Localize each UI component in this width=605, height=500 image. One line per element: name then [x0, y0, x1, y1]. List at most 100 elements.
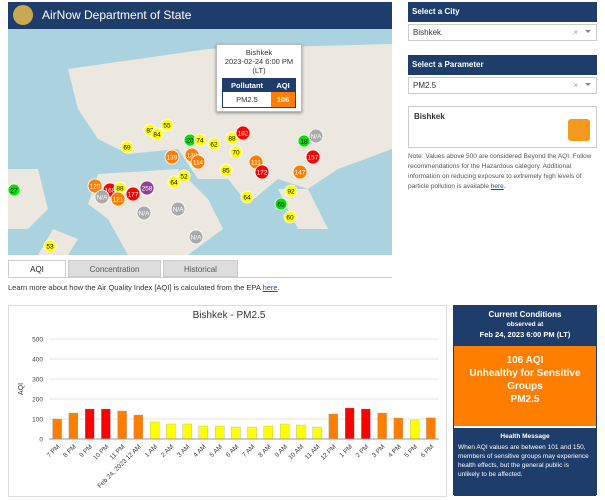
chart: Bishkek - PM2.5 AQI 0 100 200 300 400 500 7 PM…	[8, 305, 447, 497]
marker-label: 74	[196, 138, 204, 145]
map-marker	[120, 140, 134, 154]
param-select[interactable]: PM2.5 ×	[408, 77, 597, 94]
tab[interactable]: Concentration	[68, 260, 161, 277]
marker-label: 157	[308, 155, 319, 162]
map-marker	[8, 183, 21, 197]
param-header: Select a Parameter	[408, 55, 597, 75]
arrow	[585, 83, 591, 89]
bar	[68, 412, 79, 440]
bar	[344, 407, 355, 440]
current-title: Current Conditions	[488, 310, 562, 319]
map-popup: Bishkek 2023-02-24 6:00 PM (LT) Pollutan…	[216, 44, 302, 112]
note-text: Note: Values above 500 are considered Be…	[408, 153, 592, 190]
x-tick-label: 2 AM	[160, 443, 175, 458]
map-marker	[125, 186, 141, 202]
learn: Learn more about how the Air Quality Ind…	[8, 283, 280, 292]
marker-label: N/A	[173, 207, 185, 214]
clear[interactable]: ×	[573, 81, 578, 90]
popup-col: Pollutant	[223, 79, 271, 92]
x-tick-label: 11 AM	[304, 443, 322, 461]
city-value: Bishkek	[413, 28, 442, 37]
bar	[117, 410, 127, 440]
marker-label: 69	[123, 145, 131, 152]
seal	[13, 5, 33, 25]
marker-label: 147	[295, 170, 306, 177]
learn-end: .	[277, 283, 280, 292]
param-value: PM2.5	[413, 81, 437, 90]
city-box: Bishkek	[408, 106, 597, 148]
map-marker	[110, 191, 126, 207]
current-panel: Current Conditions observed at Feb 24, 202…	[453, 305, 597, 496]
note-link[interactable]: here	[490, 183, 504, 190]
popup-pollutant: PM2.5	[236, 95, 258, 104]
bar	[393, 417, 404, 440]
marker-label: 172	[257, 170, 268, 177]
bar	[182, 423, 192, 440]
marker-label: 83	[146, 128, 154, 135]
x-tick-label: 8 AM	[257, 443, 272, 458]
popup-aqi: 106	[271, 92, 295, 107]
map-marker	[219, 163, 233, 177]
city-select[interactable]: Bishkek ×	[408, 24, 597, 41]
marker-label: 88	[116, 186, 124, 193]
marker-label: 121	[113, 197, 124, 204]
x-tick-label: 1 PM	[338, 443, 354, 459]
note-end: .	[503, 183, 506, 190]
bar	[52, 418, 62, 440]
marker-label: 111	[251, 160, 261, 167]
marker-label: 52	[180, 174, 188, 181]
x-tick-label: 8 PM	[62, 443, 78, 459]
map-marker	[283, 210, 297, 224]
map-marker	[254, 164, 270, 180]
bar	[101, 408, 111, 440]
marker-label: 60	[286, 215, 294, 222]
marker-label: 64	[170, 180, 178, 187]
map-marker	[94, 189, 110, 205]
marker-label: N/A	[97, 195, 109, 202]
map-marker	[188, 229, 204, 245]
tab[interactable]: Historical	[163, 260, 238, 277]
learn-text: Learn more about how the Air Quality Ind…	[8, 283, 263, 292]
x-tick-label: 7 PM	[46, 443, 62, 459]
current-param: PM2.5	[510, 394, 540, 405]
rss-icon[interactable]	[568, 119, 590, 141]
marker-label: 120	[90, 184, 101, 191]
map-marker	[207, 137, 221, 151]
popup-city: Bishkek	[245, 48, 273, 57]
arrow	[585, 30, 591, 36]
popup-col: AQI	[271, 79, 295, 92]
map-marker	[284, 184, 298, 198]
marker-label: N/A	[139, 211, 151, 218]
category: Groups	[507, 381, 543, 392]
map-marker	[193, 133, 207, 147]
bar	[149, 421, 160, 440]
tab[interactable]: AQI	[8, 260, 66, 277]
marker-label: 20	[186, 138, 194, 145]
map-marker	[229, 145, 243, 159]
x-tick-label: 10 PM	[92, 443, 110, 461]
note: Note: Values above 500 are considered Be…	[408, 152, 593, 192]
marker-label: 62	[210, 142, 218, 149]
bar	[133, 414, 144, 440]
bar	[328, 413, 339, 440]
clear[interactable]: ×	[573, 28, 578, 37]
bar	[214, 425, 225, 440]
map-marker	[292, 164, 308, 180]
learn-link[interactable]: here	[262, 283, 278, 292]
map-marker	[308, 128, 324, 144]
popup-time: 2023-02-24 6:00 PM	[224, 57, 294, 66]
map-marker	[190, 154, 206, 170]
x-tick-label: 5 PM	[403, 443, 419, 459]
map-marker	[235, 125, 251, 141]
bar	[166, 423, 176, 440]
marker-label: N/A	[311, 134, 323, 141]
marker-label: 70	[232, 150, 240, 157]
x-tick-label: 7 AM	[241, 443, 256, 458]
bar	[361, 408, 371, 440]
header-title: AirNow Department of State	[42, 8, 192, 22]
marker-label: 139	[167, 155, 178, 162]
marker-label: 92	[287, 189, 295, 196]
map-marker	[170, 201, 186, 217]
map-marker	[240, 190, 254, 204]
x-tick-label: 6 AM	[225, 443, 240, 458]
